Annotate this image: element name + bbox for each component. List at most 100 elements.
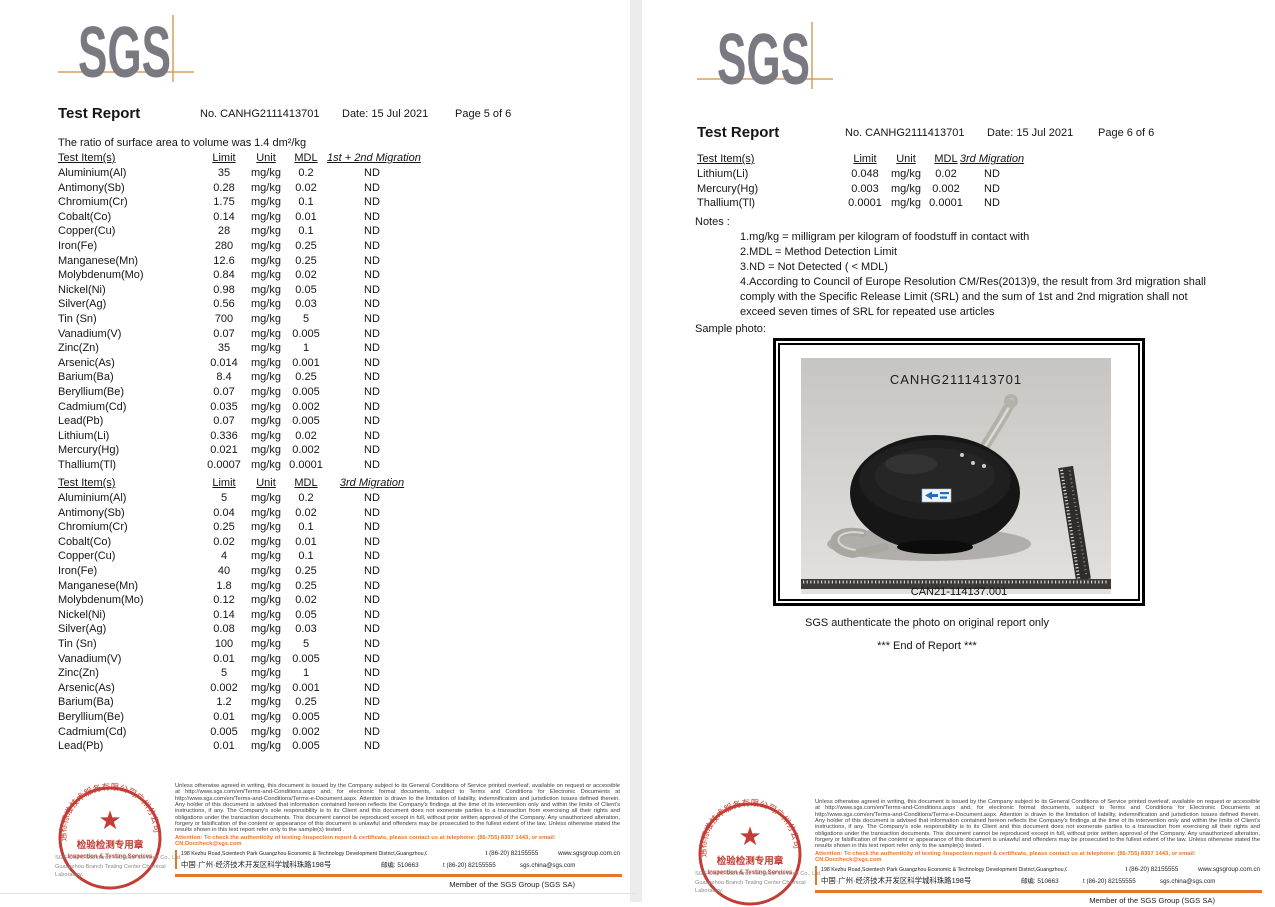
test-item-value: mg/kg <box>251 356 281 369</box>
test-item-value: ND <box>364 225 380 238</box>
footer-orange-rule <box>175 874 622 877</box>
test-item-name: Zinc(Zn) <box>58 342 99 355</box>
table-row: Thallium(Tl) 0.0001 mg/kg 0.0001 ND <box>637 197 1275 212</box>
test-item-name: Copper(Cu) <box>58 225 116 238</box>
table-row: Lead(Pb) 0.01 mg/kg 0.005 ND <box>0 740 637 755</box>
test-item-value: mg/kg <box>251 444 281 457</box>
stamp-line1: 检验检测专用章 <box>717 855 784 867</box>
table-row: Mercury(Hg) 0.003 mg/kg 0.002 ND <box>637 183 1275 198</box>
phone-number: t (86-20) 82155555 <box>443 862 496 870</box>
test-item-value: mg/kg <box>251 167 281 179</box>
test-item-value: mg/kg <box>251 298 281 311</box>
test-item-value: 0.005 <box>292 385 320 398</box>
stamp-line2: Inspection & Testing Services <box>708 870 794 876</box>
test-item-value: ND <box>364 506 380 519</box>
email: sgs.china@sgs.com <box>1160 878 1216 886</box>
report-page-6: SGS Test Report No. CANHG2111413701 Date… <box>637 0 1275 906</box>
test-item-name: Lithium(Li) <box>697 168 749 180</box>
table-row: Beryllium(Be) 0.01 mg/kg 0.005 ND <box>0 711 637 726</box>
test-item-value: 0.25 <box>295 579 317 592</box>
page-number: Page 5 of 6 <box>455 108 512 120</box>
table-header-row: Test Item(s) Limit Unit MDL 3rd Migration <box>0 477 637 492</box>
test-item-value: ND <box>364 342 380 355</box>
test-item-value: 0.001 <box>292 681 320 694</box>
column-header: Test Item(s) <box>58 152 116 164</box>
test-item-value: ND <box>364 298 380 311</box>
test-item-value: mg/kg <box>251 312 281 325</box>
lab-branch-name: Guangzhou Branch Testing Center Chemical… <box>695 879 806 895</box>
postcode: 邮编: 510663 <box>381 862 419 870</box>
column-header: MDL <box>294 477 318 489</box>
report-page-5: SGS Test Report No. CANHG2111413701 Date… <box>0 0 637 902</box>
test-item-name: Antimony(Sb) <box>58 506 125 519</box>
test-item-name: Zinc(Zn) <box>58 667 99 680</box>
test-item-value: ND <box>364 696 380 709</box>
test-item-value: 0.005 <box>292 740 320 753</box>
test-item-value: mg/kg <box>251 239 281 252</box>
test-item-value: 0.0001 <box>289 458 323 471</box>
test-item-value: 0.02 <box>295 429 317 442</box>
column-header: Test Item(s) <box>697 153 755 165</box>
test-item-name: Barium(Ba) <box>58 696 114 709</box>
table-row: Antimony(Sb) 0.28 mg/kg 0.02 ND <box>0 182 637 197</box>
test-item-name: Antimony(Sb) <box>58 181 125 194</box>
test-item-value: 0.04 <box>213 506 235 519</box>
test-item-name: Mercury(Hg) <box>697 182 759 195</box>
test-item-name: Mercury(Hg) <box>58 444 120 457</box>
test-item-name: Cobalt(Co) <box>58 535 112 548</box>
footer-attention: Attention: To check the authenticity of … <box>175 834 556 848</box>
test-item-value: ND <box>364 269 380 282</box>
test-item-value: 0.98 <box>213 283 235 296</box>
test-item-value: 0.25 <box>295 239 317 252</box>
test-item-value: 0.005 <box>210 725 238 738</box>
ratio-value: : 1.4 dm²/kg <box>248 137 307 149</box>
test-item-value: mg/kg <box>251 492 281 504</box>
footer-text-block: Unless otherwise agreed in writing, this… <box>815 799 1260 885</box>
lab-company-lines: SGS-CSTC Standards Technical Services Co… <box>695 870 825 896</box>
test-item-name: Arsenic(As) <box>58 356 115 369</box>
page-number: Page 6 of 6 <box>1098 127 1155 139</box>
test-item-value: ND <box>364 535 380 548</box>
test-item-value: 0.002 <box>292 400 320 413</box>
address-row-cn: 中国·广州·经济技术开发区科学城科珠路198号 邮编: 510663 t (86… <box>181 859 620 869</box>
test-item-value: mg/kg <box>251 371 281 384</box>
test-item-value: ND <box>364 667 380 680</box>
test-item-value: 5 <box>302 312 310 325</box>
sample-photo-frame: CANHG2111413701 <box>773 338 1145 606</box>
test-item-value: 0.07 <box>213 385 235 398</box>
report-number: No. CANHG2111413701 <box>200 108 320 120</box>
wok-base <box>897 540 973 554</box>
test-item-name: Cadmium(Cd) <box>58 400 127 413</box>
website: www.sgsgroup.com.cn <box>558 849 620 857</box>
table-row: Arsenic(As) 0.002 mg/kg 0.001 ND <box>0 682 637 697</box>
sample-photo-label: Sample photo: <box>695 323 766 335</box>
test-item-value: ND <box>364 594 380 607</box>
test-item-value: 0.0007 <box>207 458 241 471</box>
test-item-name: Vanadium(V) <box>58 327 122 340</box>
address-chinese: 中国·广州·经济技术开发区科学城科珠路198号 <box>181 860 332 870</box>
member-line: Member of the SGS Group (SGS SA) <box>1089 896 1215 905</box>
test-item-name: Manganese(Mn) <box>58 254 139 267</box>
table-row: Lithium(Li) 0.048 mg/kg 0.02 ND <box>637 168 1275 183</box>
email: sgs.china@sgs.com <box>520 862 576 870</box>
migration-table-3rd: Test Item(s) Limit Unit MDL 3rd Migration Alu… <box>0 477 637 755</box>
page-title: Test Report <box>58 105 141 122</box>
test-item-value: ND <box>984 168 1000 180</box>
test-item-value: 12.6 <box>213 254 235 267</box>
test-item-value: mg/kg <box>251 594 281 607</box>
test-item-value: 0.003 <box>851 182 879 195</box>
test-item-value: 0.07 <box>213 327 235 340</box>
test-item-value: mg/kg <box>251 225 281 238</box>
test-item-value: 0.014 <box>210 356 238 369</box>
address-row-en: 198 Kezhu Road,Scientech Park Guangzhou … <box>821 866 1260 876</box>
phone-number: t (86-20) 82155555 <box>1125 865 1179 873</box>
wok-long-handle-highlight <box>979 405 1011 455</box>
test-item-name: Beryllium(Be) <box>58 385 125 398</box>
test-item-value: mg/kg <box>251 385 281 398</box>
table-header-row: Test Item(s) Limit Unit MDL 1st + 2nd Migrat… <box>0 152 637 167</box>
inspection-stamp: 通标标准技术服务有限公司广州分公司 ★ 检验检测专用章 Inspection &… <box>58 781 162 890</box>
test-item-name: Lead(Pb) <box>58 740 104 753</box>
test-item-value: ND <box>364 210 380 223</box>
test-item-value: ND <box>364 254 380 267</box>
page-edge-line <box>0 893 637 894</box>
